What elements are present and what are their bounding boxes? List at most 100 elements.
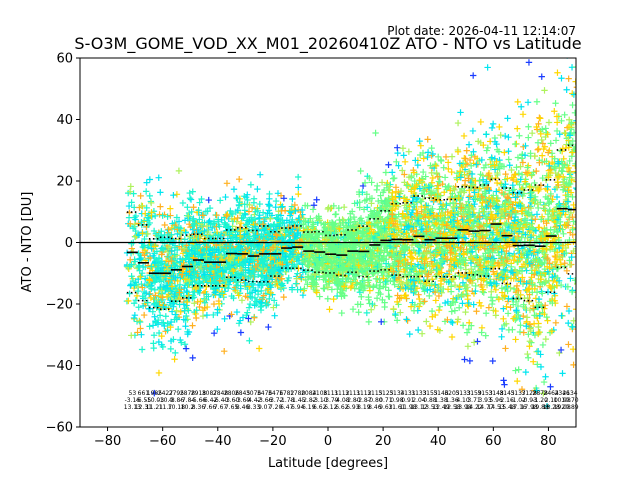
scatter-point (179, 271, 186, 278)
scatter-point (136, 317, 143, 325)
scatter-point (202, 260, 209, 267)
scatter-point (180, 245, 188, 252)
scatter-point (164, 320, 171, 327)
scatter-point (127, 281, 135, 288)
scatter-point (148, 209, 155, 216)
scatter-point (184, 330, 191, 338)
scatter-point (131, 312, 139, 319)
scatter-point (167, 318, 175, 326)
scatter-point (181, 276, 189, 283)
scatter-point (222, 193, 229, 201)
scatter-point (225, 255, 233, 263)
scatter-point (142, 188, 150, 195)
scatter-point (194, 245, 201, 252)
scatter-point (158, 287, 165, 294)
scatter-point (189, 354, 196, 362)
scatter-point (171, 251, 178, 258)
scatter-point (150, 332, 158, 339)
scatter-point (221, 347, 228, 355)
scatter-point (190, 273, 198, 280)
scatter-point (164, 213, 171, 220)
scatter-point (140, 311, 148, 319)
scatter-point (224, 235, 232, 242)
scatter-point (218, 290, 226, 297)
scatter-point (167, 212, 174, 219)
scatter-point (168, 231, 175, 238)
scatter-point (216, 277, 224, 285)
scatter-point (205, 196, 212, 204)
scatter-point (146, 219, 153, 227)
scatter-point (203, 264, 210, 272)
scatter-point (137, 254, 145, 262)
scatter-point (146, 176, 154, 183)
scatter-point (208, 279, 215, 287)
scatter-point (153, 299, 160, 307)
scatter-point (160, 303, 167, 311)
scatter-point (181, 236, 189, 243)
scatter-point (201, 271, 208, 278)
scatter-point (177, 308, 184, 315)
scatter-point (210, 311, 217, 319)
scatter-point (171, 293, 178, 300)
scatter-point (159, 274, 167, 281)
scatter-point (214, 306, 221, 313)
scatter-point (221, 315, 228, 322)
scatter-point (137, 273, 144, 281)
scatter-point (138, 280, 145, 288)
scatter-point (177, 225, 185, 232)
scatter-point (161, 240, 169, 247)
scatter-point (167, 337, 175, 345)
scatter-point (136, 267, 143, 274)
scatter-point (179, 256, 186, 263)
scatter-point (203, 283, 210, 291)
scatter-point (158, 260, 165, 267)
scatter-point (225, 281, 233, 288)
scatter-point (138, 272, 145, 280)
scatter-point (159, 244, 166, 251)
scatter-point (199, 212, 206, 219)
scatter-point (167, 284, 175, 292)
scatter-point (165, 243, 173, 251)
scatter-point (163, 285, 170, 293)
scatter-point (135, 304, 142, 311)
scatter-point (150, 252, 157, 260)
scatter-point (180, 301, 188, 308)
scatter-point (224, 249, 231, 256)
scatter-point (125, 214, 133, 221)
scatter-point (145, 291, 153, 298)
scatter-point (224, 276, 231, 283)
scatter-point (138, 346, 146, 353)
scatter-point (148, 199, 155, 207)
scatter-point (195, 207, 202, 214)
scatter-points (123, 58, 576, 410)
scatter-point (151, 389, 158, 397)
scatter-point (147, 294, 155, 302)
scatter-point (168, 238, 175, 245)
scatter-point (227, 207, 234, 215)
scatter-point (146, 192, 153, 200)
scatter-point (203, 291, 210, 298)
scatter-point (158, 228, 165, 235)
scatter-point (171, 356, 178, 363)
scatter-point (204, 231, 212, 238)
scatter-point (189, 322, 196, 329)
scatter-point (203, 311, 211, 319)
scatter-point (159, 343, 167, 351)
scatter-point (186, 277, 193, 285)
scatter-point (228, 311, 235, 318)
scatter-point (127, 183, 134, 190)
scatter-point (173, 307, 180, 314)
scatter-point (199, 312, 207, 320)
scatter-point (161, 322, 168, 330)
scatter-point (209, 249, 217, 256)
scatter-point (158, 251, 165, 258)
scatter-point (143, 204, 150, 212)
scatter-point (203, 253, 210, 260)
scatter-point (134, 329, 141, 336)
scatter-point (175, 218, 183, 225)
scatter-point (159, 294, 166, 301)
scatter-point (196, 199, 203, 206)
scatter-point (215, 300, 223, 307)
scatter-point (181, 341, 189, 348)
